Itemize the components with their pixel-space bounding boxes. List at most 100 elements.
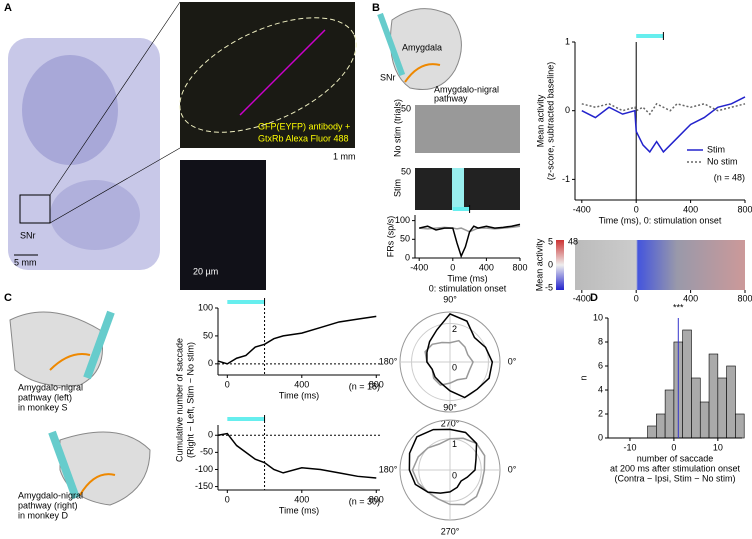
raster-stim: [452, 168, 464, 210]
polar-series: [408, 428, 478, 494]
x-label: Time (ms): [279, 390, 319, 400]
label: in monkey D: [18, 510, 69, 520]
x-label: Time (ms): [447, 273, 487, 283]
y-tick-label: 100: [198, 302, 213, 312]
y-tick-label: 50: [400, 234, 410, 244]
annotation: ***: [673, 302, 684, 312]
x-tick-label: 0: [671, 442, 676, 452]
y-tick-label: -150: [195, 481, 213, 491]
x-tick-label: -400: [573, 204, 591, 214]
x-tick-label: 10: [713, 442, 723, 452]
micrograph: [180, 160, 266, 290]
bar: [717, 377, 727, 439]
label: No stim (trials): [392, 99, 402, 157]
electrode: [83, 310, 115, 380]
label: Mean activity: [534, 238, 544, 291]
series-line: [217, 315, 377, 365]
series-line: [581, 102, 746, 116]
electrode: [48, 430, 80, 500]
pathway: [49, 353, 91, 371]
angle-label: 0°: [508, 356, 517, 366]
x-tick-label: 800: [512, 262, 527, 272]
scale-label: 5 mm: [14, 257, 37, 267]
stim-bar: [636, 34, 664, 38]
brain-schematic: [9, 311, 103, 387]
angle-label: 270°: [441, 526, 460, 536]
legend-label: No stim: [707, 156, 738, 166]
x-label: number of saccade: [637, 453, 714, 463]
legend-label: Stim: [707, 144, 725, 154]
y-tick-label: 2: [598, 408, 603, 418]
note: (n = 18): [349, 381, 380, 391]
label: -5: [545, 282, 553, 292]
angle-label: 90°: [443, 294, 457, 304]
bar: [708, 353, 719, 439]
x-tick-label: 0: [634, 293, 639, 303]
x-label: 0: stimulation onset: [429, 283, 507, 293]
stim-bar: [227, 300, 265, 304]
series-line: [419, 223, 521, 259]
x-tick-label: 800: [737, 204, 752, 214]
label: in monkey S: [18, 402, 68, 412]
x-label: at 200 ms after stimulation onset: [610, 463, 741, 473]
brain-schematic: [389, 8, 462, 90]
label: 50: [401, 166, 411, 176]
x-tick-label: -400: [410, 262, 428, 272]
y-tick-label: 10: [593, 312, 603, 322]
series-line: [217, 432, 377, 479]
y-label: Cumulative number of saccade: [174, 338, 184, 462]
y-tick-label: 0: [208, 430, 213, 440]
label: pathway: [434, 93, 468, 103]
angle-label: 90°: [443, 402, 457, 412]
x-tick-label: -400: [573, 293, 591, 303]
x-tick-label: -10: [623, 442, 636, 452]
y-label: (z-score, subtracted baseline): [545, 62, 555, 181]
x-tick-label: 0: [225, 494, 230, 504]
x-tick-label: 400: [683, 293, 698, 303]
x-tick-label: 400: [683, 204, 698, 214]
brain-slice-detail: [50, 180, 140, 250]
y-tick-label: 0: [208, 358, 213, 368]
label: 48: [568, 236, 578, 246]
y-tick-label: 100: [395, 215, 410, 225]
x-label: Time (ms), 0: stimulation onset: [599, 215, 722, 225]
x-label: Time (ms): [279, 505, 319, 515]
stain-label: GFP(EYFP) antibody +: [258, 121, 350, 131]
scale-label: 1 mm: [333, 151, 356, 161]
x-tick-label: 400: [294, 379, 309, 389]
y-tick-label: -1: [562, 174, 570, 184]
bar: [682, 329, 692, 439]
y-tick-label: 1: [565, 36, 570, 46]
y-label: FRs (sp/s): [385, 216, 395, 258]
bar: [647, 425, 657, 439]
inset-box: [19, 194, 51, 224]
y-tick-label: 8: [598, 336, 603, 346]
x-tick-label: 400: [294, 494, 309, 504]
x-tick-label: 0: [634, 204, 639, 214]
y-tick-label: -100: [195, 464, 213, 474]
r-tick-label: 0: [452, 470, 457, 480]
y-tick-label: -50: [200, 447, 213, 457]
panel-label: A: [4, 2, 12, 14]
y-label: (Right − Left, Stim − No stim): [185, 342, 195, 458]
label: Amygdala: [402, 42, 442, 52]
polar-series: [411, 437, 486, 506]
brain-slice-detail: [22, 55, 118, 165]
label: Stim: [392, 179, 402, 197]
label: pathway (left): [18, 392, 72, 402]
heatmap: [575, 240, 745, 290]
zoom-line: [49, 147, 181, 224]
r-tick-label: 2: [452, 324, 457, 334]
polar-series: [426, 313, 494, 399]
bar: [656, 413, 666, 439]
r-tick-label: 0: [452, 362, 457, 372]
bar: [726, 365, 736, 439]
zoom-line: [49, 1, 181, 196]
pathway: [404, 63, 441, 83]
bar: [664, 389, 675, 439]
series-line: [581, 96, 746, 154]
angle-label: 180°: [379, 356, 398, 366]
x-label: (Contra − Ipsi, Stim − No stim): [614, 473, 735, 483]
label: 5: [548, 236, 553, 246]
